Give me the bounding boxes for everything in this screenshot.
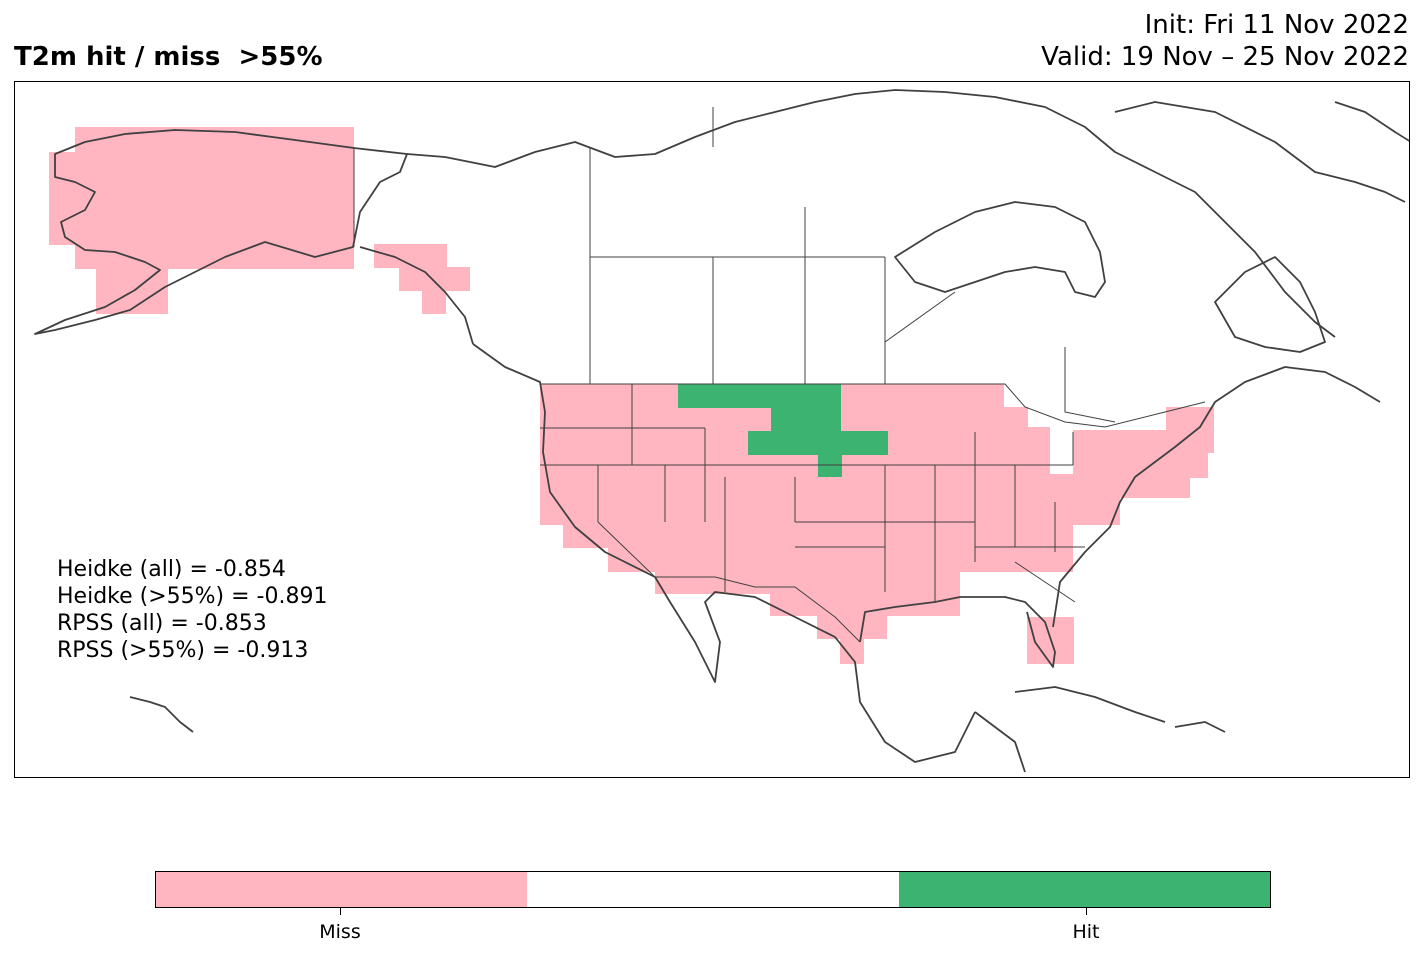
map-canvas (34, 89, 1409, 773)
map-title: T2m hit / miss >55% (14, 42, 323, 72)
init-date: Init: Fri 11 Nov 2022 (1144, 10, 1409, 40)
valid-period: Valid: 19 Nov – 25 Nov 2022 (1041, 42, 1409, 72)
border-states-west (540, 384, 976, 602)
colorbar-tick-hit (1086, 908, 1087, 915)
heidke-all-score: Heidke (all) = -0.854 (57, 557, 286, 582)
border-us-canada (540, 383, 1206, 428)
coast-arctic (406, 89, 1336, 338)
border-us-mexico (655, 576, 861, 643)
coast-baffin (1114, 101, 1406, 203)
miss-cell-conus-south (563, 522, 1073, 548)
coast-panhandle (359, 246, 474, 345)
miss-cell-panhandle-3 (422, 290, 446, 314)
coast-mexico-central (974, 711, 1026, 773)
miss-cell-southwest (608, 544, 1073, 572)
miss-cell-conus-central (540, 477, 1120, 525)
borders (353, 107, 1206, 643)
border-provinces (589, 107, 1116, 423)
miss-cell-gulf (655, 570, 960, 594)
colorbar-hit-segment (898, 872, 1270, 907)
coast-labrador (1214, 256, 1326, 353)
coast-greenland (1334, 101, 1409, 142)
skill-scores: Heidke (all) = -0.854 Heidke (>55%) = -0… (57, 556, 327, 664)
border-states-east (975, 432, 1085, 603)
miss-cell-alaska-west (49, 152, 79, 245)
coast-gulf (859, 596, 1056, 668)
coast-alaska (34, 129, 408, 335)
colorbar-label-miss: Miss (319, 921, 361, 943)
heidke-55-score: Heidke (>55%) = -0.891 (57, 584, 328, 609)
miss-cell-panhandle-2 (399, 267, 470, 291)
coastlines (34, 89, 1409, 773)
colorbar-miss-segment (156, 872, 528, 907)
colorbar (155, 871, 1271, 908)
map-panel (14, 81, 1410, 778)
coast-hispaniola (1174, 721, 1226, 733)
coast-atlantic (1052, 366, 1381, 628)
coast-hudson (894, 201, 1106, 298)
miss-cell-newengland (1166, 407, 1214, 453)
colorbar-neutral-segment (527, 872, 899, 907)
hit-cells (678, 384, 888, 477)
coast-cuba (1014, 686, 1166, 723)
rpss-all-score: RPSS (all) = -0.853 (57, 611, 267, 636)
colorbar-tick-miss (340, 908, 341, 915)
colorbar-label-hit: Hit (1072, 921, 1100, 943)
hit-cell-3 (748, 431, 888, 455)
coast-hawaii (129, 696, 194, 733)
rpss-55-score: RPSS (>55%) = -0.913 (57, 638, 309, 663)
miss-cell-alaska-main (75, 127, 354, 269)
miss-cells (49, 127, 1214, 664)
hit-cell-2 (771, 407, 841, 431)
hit-cell-1 (678, 384, 841, 408)
coast-pacific (472, 343, 976, 763)
miss-cell-texas-coast (817, 614, 887, 639)
